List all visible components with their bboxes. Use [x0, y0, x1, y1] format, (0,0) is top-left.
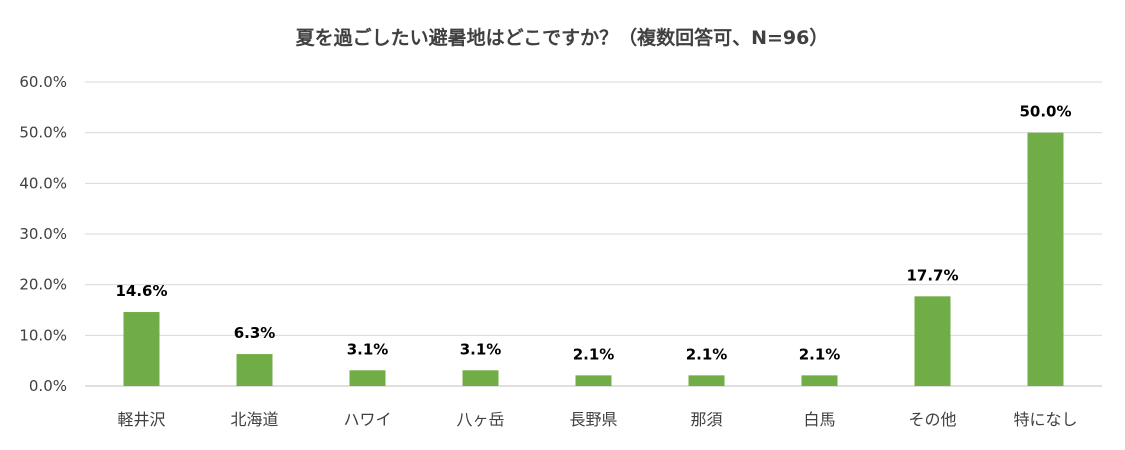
y-tick-label: 60.0%: [19, 73, 67, 91]
x-tick-label: 長野県: [569, 410, 617, 429]
bar: [462, 370, 499, 386]
bar: [575, 375, 612, 386]
y-tick-label: 40.0%: [19, 174, 67, 192]
data-label: 3.1%: [347, 340, 389, 358]
bar: [688, 375, 725, 386]
x-tick-label: ハワイ: [343, 410, 391, 429]
data-label: 50.0%: [1019, 103, 1071, 121]
chart-title: 夏を過ごしたい避暑地はどこですか？（複数回答可、N=96）: [296, 26, 829, 49]
y-tick-label: 20.0%: [19, 276, 67, 294]
y-tick-label: 10.0%: [19, 326, 67, 344]
bar: [349, 370, 386, 386]
x-tick-label: その他: [908, 410, 956, 429]
data-label: 2.1%: [573, 345, 615, 363]
x-tick-label: 那須: [690, 410, 722, 429]
bar: [801, 375, 838, 386]
data-label: 2.1%: [799, 345, 841, 363]
data-label: 6.3%: [234, 324, 276, 342]
data-label: 17.7%: [906, 266, 958, 284]
x-tick-label: 八ヶ岳: [456, 410, 504, 429]
data-label: 14.6%: [115, 282, 167, 300]
x-tick-label: 軽井沢: [117, 410, 165, 429]
y-tick-label: 50.0%: [19, 124, 67, 142]
y-tick-label: 30.0%: [19, 225, 67, 243]
bar: [236, 354, 273, 386]
data-label: 3.1%: [460, 340, 502, 358]
y-tick-label: 0.0%: [29, 377, 67, 395]
x-tick-label: 北海道: [230, 410, 278, 429]
bar: [123, 312, 160, 386]
bar: [914, 296, 951, 386]
x-tick-label: 白馬: [803, 410, 835, 429]
data-label: 2.1%: [686, 345, 728, 363]
bar: [1027, 132, 1064, 386]
x-tick-label: 特になし: [1013, 410, 1077, 429]
